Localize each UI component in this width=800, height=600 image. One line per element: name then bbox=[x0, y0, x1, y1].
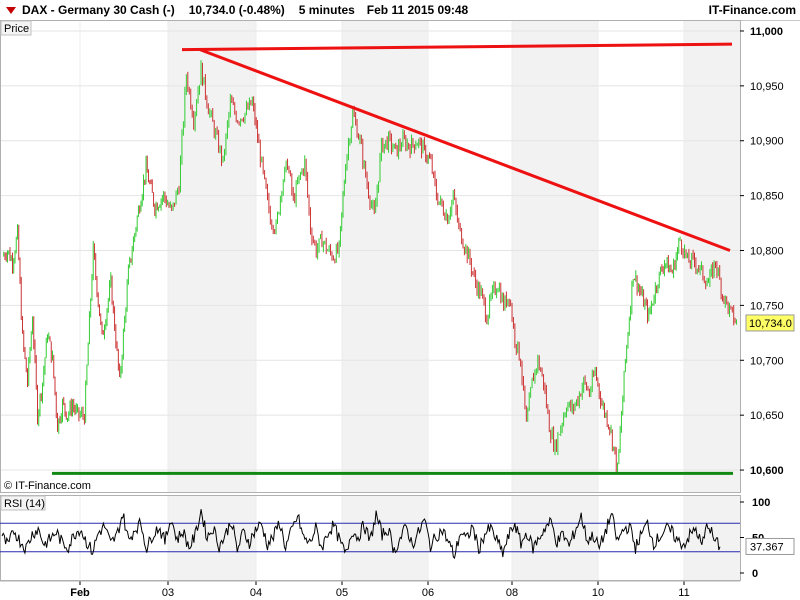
rsi-last-box bbox=[745, 537, 795, 555]
rsi-line bbox=[1, 509, 721, 560]
rsi-pane-title: RSI (14) bbox=[4, 498, 45, 510]
site-name[interactable]: IT-Finance.com bbox=[708, 3, 796, 17]
x-axis-label: 05 bbox=[336, 587, 348, 599]
down-arrow-icon bbox=[6, 6, 16, 14]
price-axis-label: 10,650 bbox=[750, 410, 784, 422]
session-shade-rsi bbox=[684, 495, 740, 580]
session-shade bbox=[168, 20, 256, 492]
price-axis-label: 11,000 bbox=[750, 26, 783, 38]
price-axis-label: 10,750 bbox=[750, 300, 784, 312]
price-title-box bbox=[0, 20, 32, 36]
session-shade bbox=[684, 20, 740, 492]
session-shade-rsi bbox=[342, 495, 428, 580]
x-axis-label: 04 bbox=[250, 587, 262, 599]
price-pane-border bbox=[0, 20, 741, 493]
resistance-line bbox=[181, 42, 733, 52]
rsi-axis-label: 100 bbox=[752, 497, 770, 509]
session-shade bbox=[342, 20, 428, 492]
last-price-label: 10,734.0 bbox=[749, 318, 792, 330]
session-shade bbox=[512, 20, 598, 492]
x-axis-label: Feb bbox=[70, 587, 90, 599]
price-axis-label: 10,950 bbox=[750, 81, 784, 93]
chart-datetime: Feb 11 2015 09:48 bbox=[366, 3, 469, 17]
quote-change: 10,734.0 (-0.48%) bbox=[188, 3, 285, 17]
timeframe: 5 minutes bbox=[298, 3, 355, 17]
price-axis-label: 10,850 bbox=[750, 191, 784, 203]
x-axis-label: 06 bbox=[422, 587, 434, 599]
x-axis-label: 08 bbox=[506, 587, 518, 599]
x-axis-label: 11 bbox=[678, 587, 689, 599]
chart-header: DAX - Germany 30 Cash (-) 10,734.0 (-0.4… bbox=[0, 0, 800, 21]
downtrend-line bbox=[199, 48, 731, 252]
rsi-axis-label: 0 bbox=[752, 568, 758, 580]
price-axis-label: 10,800 bbox=[750, 246, 784, 258]
price-axis-label: 10,600 bbox=[750, 465, 784, 477]
last-price-box bbox=[745, 314, 795, 332]
watermark: © IT-Finance.com bbox=[4, 480, 91, 492]
instrument-name: DAX - Germany 30 Cash (-) bbox=[22, 3, 175, 17]
session-shade-rsi bbox=[168, 495, 256, 580]
rsi-last-label: 37.367 bbox=[750, 541, 784, 553]
price-pane-title: Price bbox=[4, 23, 29, 35]
price-axis-label: 10,700 bbox=[750, 355, 784, 367]
candles bbox=[3, 60, 737, 472]
rsi-title-box bbox=[0, 495, 46, 511]
price-axis-label: 10,900 bbox=[750, 136, 784, 148]
x-axis-label: 03 bbox=[162, 587, 174, 599]
x-axis-label: 10 bbox=[592, 587, 604, 599]
